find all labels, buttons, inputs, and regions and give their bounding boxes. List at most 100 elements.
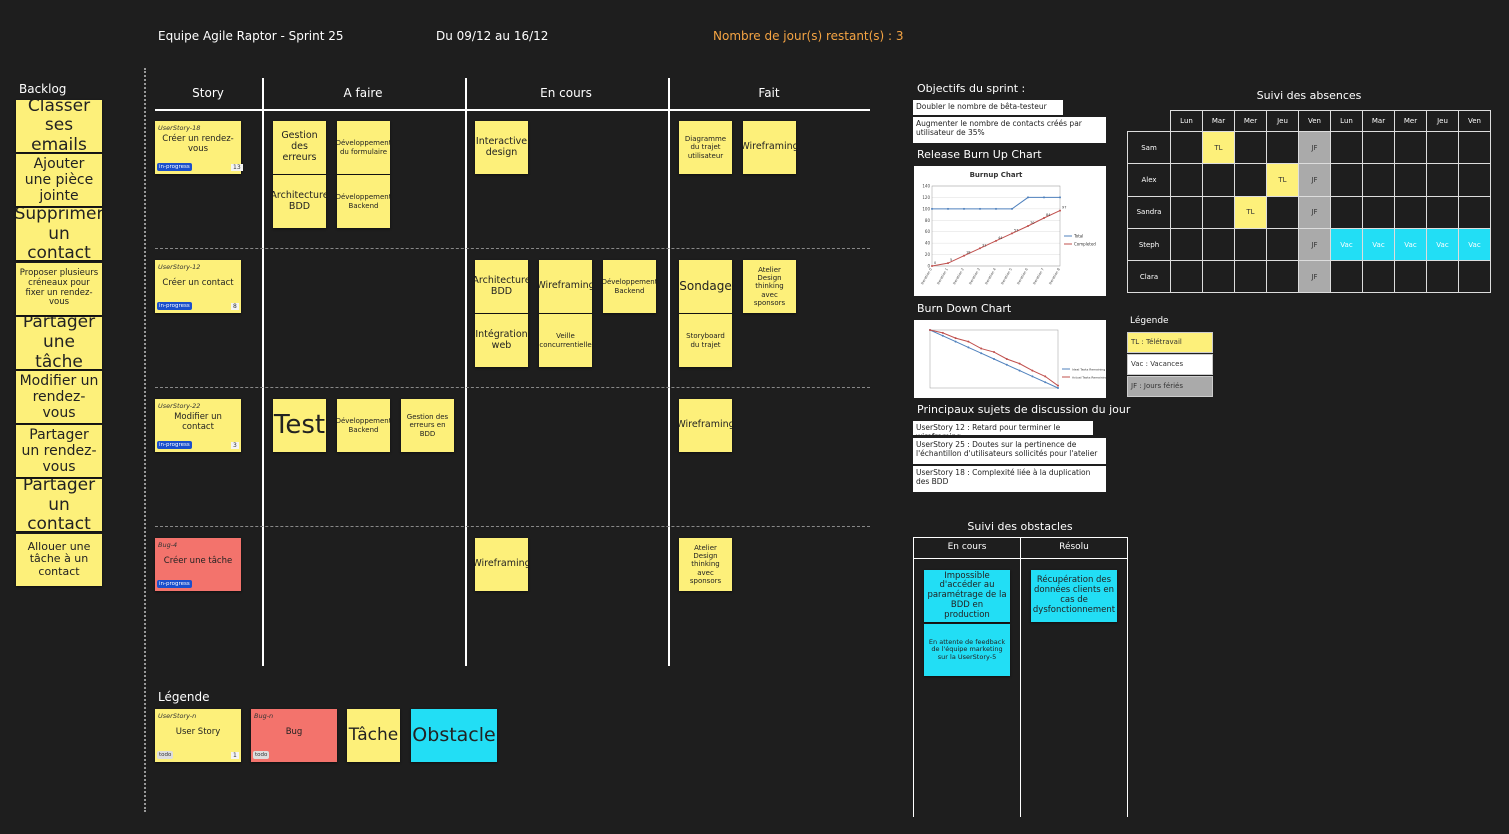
column-header: Story	[192, 86, 224, 100]
value-label: 0	[934, 261, 936, 265]
day-header: Mer	[1234, 110, 1267, 132]
backlog-note: Partager un rendez-vous	[16, 425, 102, 478]
task-note: Wireframing	[475, 538, 528, 591]
legend-obstacle: Obstacle	[411, 709, 497, 762]
task-note: Atelier Design thinking avec sponsors	[679, 538, 732, 591]
absence-cell	[1266, 195, 1299, 229]
series-point	[1027, 225, 1029, 227]
series-point	[941, 334, 944, 337]
absence-cell	[1394, 260, 1427, 294]
person-name: Alex	[1127, 163, 1171, 197]
absence-cell	[1170, 227, 1203, 262]
series-point	[963, 254, 965, 257]
absence-cell	[1362, 131, 1395, 165]
plot-frame	[931, 185, 1061, 267]
person-name: Clara	[1127, 260, 1171, 294]
card-points: 13	[231, 164, 243, 171]
series-point	[967, 340, 970, 343]
series-line	[932, 196, 1060, 210]
day-header: Lun	[1330, 110, 1363, 132]
column-header: En cours	[540, 86, 592, 100]
backlog-note: Proposer plusieurs créneaux pour fixer u…	[16, 262, 102, 315]
absence-cell	[1458, 195, 1491, 229]
series-point	[1057, 387, 1059, 389]
series-point	[993, 358, 995, 360]
goal-box: Augmenter le nombre de contacts créés pa…	[913, 117, 1106, 143]
absence-cell	[1202, 195, 1235, 229]
value-label: 84	[1046, 213, 1051, 217]
row-separator	[155, 387, 870, 388]
absence-cell	[1394, 195, 1427, 229]
team-title: Equipe Agile Raptor - Sprint 25	[158, 29, 344, 43]
absence-cell	[1394, 131, 1427, 165]
goals-title: Objectifs du sprint :	[917, 82, 1026, 95]
card-title: Créer un rendez-vous	[162, 134, 234, 154]
absence-cell	[1426, 195, 1459, 229]
card-id: UserStory-12	[158, 263, 201, 271]
absence-cell: TL	[1202, 131, 1235, 165]
task-note: Gestion des erreurs	[273, 121, 326, 174]
row-separator	[155, 526, 870, 527]
absence-cell	[1458, 131, 1491, 165]
discussion-box: UserStory 18 : Complexité liée à la dupl…	[913, 466, 1106, 492]
person-name: Sam	[1127, 131, 1171, 165]
absence-cell: JF	[1298, 227, 1331, 262]
absence-cell: Vac	[1362, 227, 1395, 262]
absence-cell	[1202, 260, 1235, 294]
card-title: Créer une tâche	[163, 556, 233, 567]
series-point	[1043, 196, 1045, 199]
task-note: Diagramme du trajet utilisateur	[679, 121, 732, 174]
goal-box: Doubler le nombre de bêta-testeur	[913, 100, 1063, 115]
task-note: Wireframing	[743, 121, 796, 174]
obstacle-note: Récupération des données clients en cas …	[1031, 570, 1117, 622]
legend-label: Actual Tasks Remaining	[1072, 376, 1106, 380]
chart: Ideal Tasks Remaining Actual Tasks Remain…	[914, 320, 1106, 398]
card-id: Bug-4	[158, 541, 178, 549]
absence-legend-item: JF : Jours fériés	[1127, 376, 1213, 397]
x-tick-label: Iteration 0	[920, 268, 933, 286]
absence-cell: Vac	[1330, 227, 1363, 262]
backlog-note: Partager un contact	[16, 479, 102, 532]
day-header: Ven	[1458, 110, 1491, 132]
absence-cell	[1170, 260, 1203, 294]
card-status: in-progress	[157, 302, 192, 310]
absence-cell	[1330, 195, 1363, 229]
column-header: Fait	[758, 86, 780, 100]
absence-cell	[1234, 131, 1267, 165]
absence-cell: TL	[1266, 163, 1299, 197]
card-title: Bug	[285, 727, 303, 738]
discussion-box: UserStory 25 : Doutes sur la pertinence …	[913, 438, 1106, 464]
column-header: A faire	[343, 86, 383, 100]
x-tick-label: Iteration 5	[1000, 268, 1013, 286]
column-line	[668, 78, 670, 666]
backlog-note: Ajouter une pièce jointe	[16, 154, 102, 207]
absence-cell	[1458, 163, 1491, 197]
series-point	[947, 262, 949, 265]
day-header: Ven	[1298, 110, 1331, 132]
x-tick-label: Iteration 4	[984, 267, 997, 285]
discussion-box: UserStory 12 : Retard pour terminer le w…	[913, 421, 1093, 441]
series-point	[1018, 362, 1021, 365]
task-note: Gestion des erreurs en BDD	[401, 399, 454, 452]
series-point	[954, 337, 957, 340]
discussion-title: Principaux sujets de discussion du jour	[917, 403, 1131, 416]
series-point	[1027, 196, 1029, 199]
backlog-note: Allouer une tâche à un contact	[16, 533, 102, 586]
task-note: Intégration web	[475, 314, 528, 367]
x-tick-label: Iteration 2	[952, 268, 965, 286]
burnup-title: Release Burn Up Chart	[917, 148, 1042, 161]
absence-cell	[1266, 227, 1299, 262]
y-tick-label: 120	[922, 195, 930, 200]
absence-cell	[1362, 163, 1395, 197]
obstacle-note: En attente de feedback de l'équipe marke…	[924, 624, 1010, 676]
absence-cell	[1234, 227, 1267, 262]
row-separator	[155, 248, 870, 249]
absence-legend-title: Légende	[1130, 316, 1169, 326]
value-label: 70	[1030, 221, 1034, 225]
absence-legend-item: TL : Télétravail	[1127, 332, 1213, 353]
day-header: Lun	[1170, 110, 1203, 132]
day-header: Mar	[1362, 110, 1395, 132]
card-points: 1	[231, 752, 239, 759]
day-header: Jeu	[1426, 110, 1459, 132]
absence-cell	[1234, 163, 1267, 197]
